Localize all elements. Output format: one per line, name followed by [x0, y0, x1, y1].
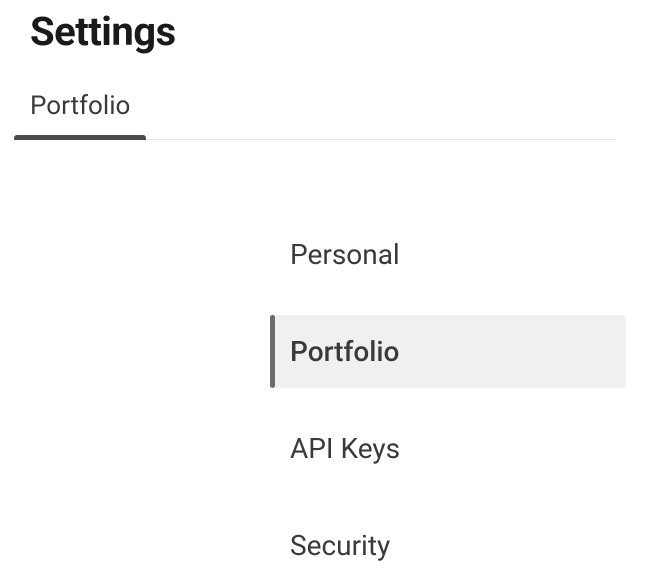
- menu-item-label: Security: [290, 529, 390, 562]
- tabs: Portfolio: [30, 83, 616, 140]
- settings-menu-panel: Personal Portfolio API Keys Security: [0, 162, 646, 582]
- settings-menu: Personal Portfolio API Keys Security: [270, 218, 626, 582]
- page-title: Settings: [30, 8, 616, 55]
- menu-item-label: API Keys: [290, 432, 400, 465]
- tab-label: Portfolio: [30, 91, 130, 121]
- menu-item-personal[interactable]: Personal: [270, 218, 626, 291]
- menu-item-security[interactable]: Security: [270, 509, 626, 582]
- menu-item-label: Personal: [290, 238, 400, 271]
- menu-item-label: Portfolio: [290, 335, 399, 368]
- menu-item-api-keys[interactable]: API Keys: [270, 412, 626, 485]
- menu-item-portfolio[interactable]: Portfolio: [270, 315, 626, 388]
- tab-portfolio[interactable]: Portfolio: [30, 83, 130, 139]
- header: Settings Portfolio: [0, 0, 646, 140]
